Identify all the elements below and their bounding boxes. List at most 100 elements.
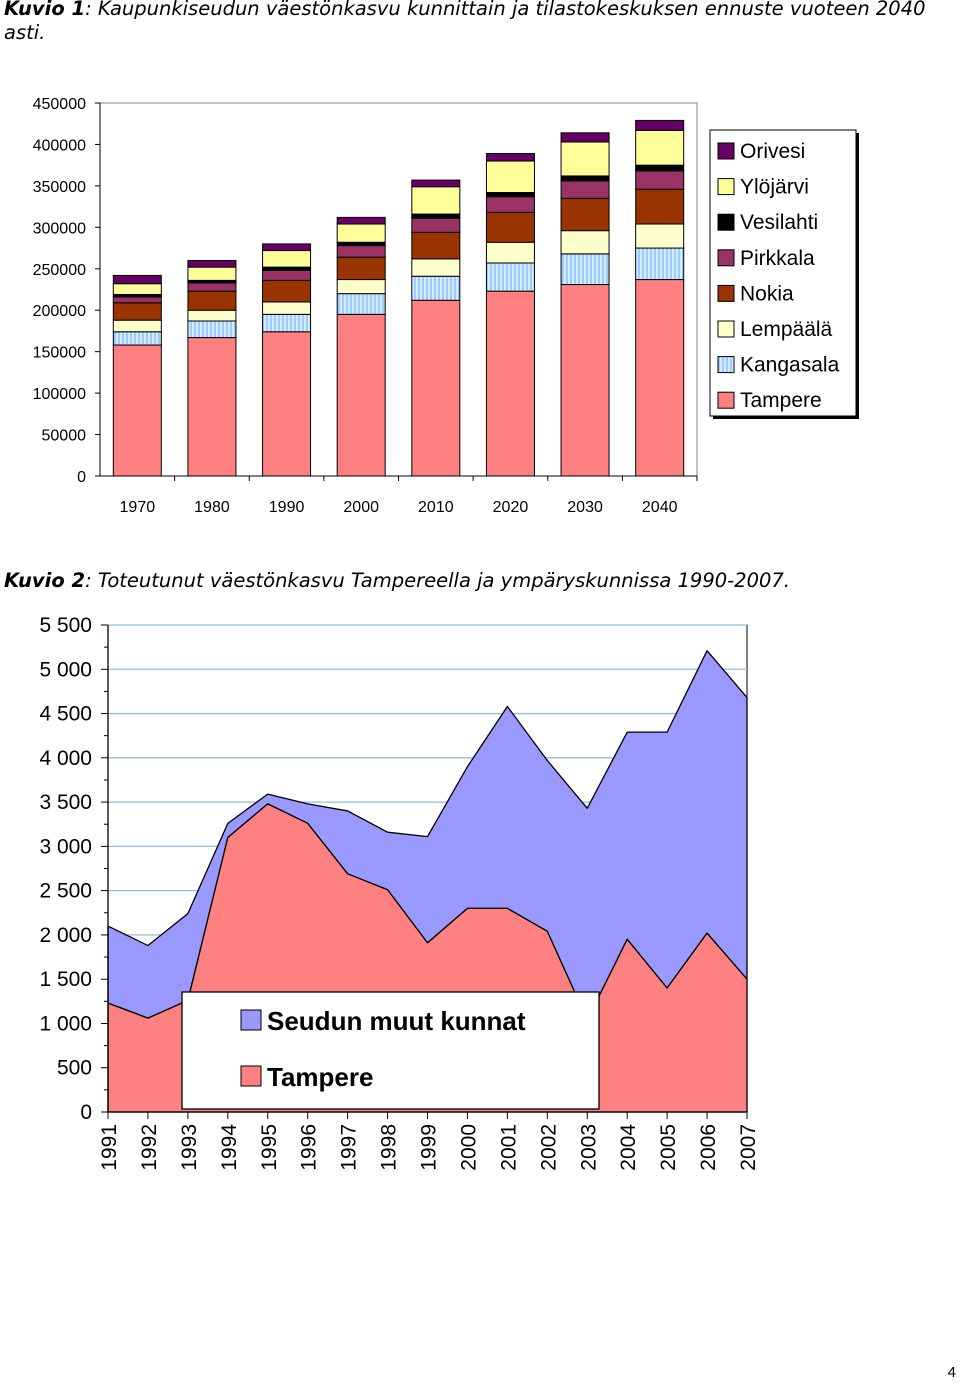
- y-tick-label: 300000: [33, 220, 86, 237]
- legend-label-nokia: Nokia: [740, 282, 794, 305]
- bar-vesilahti-2010: [411, 213, 461, 219]
- bar-lempäälä-2030: [560, 230, 610, 255]
- y-tick-label: 200000: [33, 303, 86, 320]
- stacked-area-chart: 0 500 1 000 1 500 2 000 2 500 3 000 3 500 4 000 4…: [39, 614, 760, 1171]
- y-tick-label: 0: [77, 469, 86, 486]
- bar-nokia-1970: [112, 302, 162, 321]
- bar-orivesi-1970: [112, 274, 162, 285]
- x-tick-label: 2030: [567, 499, 603, 516]
- x-tick-label: 1995: [258, 1124, 281, 1171]
- bar-ylöjärvi-1980: [187, 266, 237, 281]
- y-tick-label: 4 000: [39, 747, 92, 770]
- bar-nokia-2010: [411, 231, 461, 260]
- bar-lempäälä-1990: [262, 301, 312, 315]
- legend-swatch-lempäälä: [717, 320, 735, 338]
- legend-swatch-orivesi: [717, 142, 735, 160]
- bar-kangasala-2000: [336, 293, 386, 315]
- bar-kangasala-2040: [635, 247, 685, 281]
- bar-lempäälä-2040: [635, 223, 685, 249]
- legend-label-vesilahti: Vesilahti: [740, 211, 818, 234]
- bar-pirkkala-2010: [411, 217, 461, 233]
- legend-label-orivesi: Orivesi: [740, 140, 805, 163]
- x-tick-label: 2002: [537, 1124, 560, 1171]
- x-tick-label: 2007: [737, 1124, 760, 1171]
- legend-swatch-kangasala: [717, 356, 735, 374]
- bar-orivesi-2000: [336, 216, 386, 225]
- bar-kangasala-2020: [485, 262, 535, 292]
- bar-pirkkala-2030: [560, 180, 610, 199]
- x-tick-label: 1991: [98, 1124, 121, 1171]
- stacked-bar-chart: 0 50000 100000 150000 200000 250000 300000 3500…: [33, 96, 859, 516]
- x-tick-label: 2000: [457, 1124, 480, 1171]
- bar-nokia-1990: [262, 279, 312, 303]
- bar-ylöjärvi-1970: [112, 283, 162, 295]
- chart2-caption-prefix: Kuvio 2: [4, 569, 86, 592]
- bar-lempäälä-2020: [485, 241, 535, 264]
- y-tick-label: 3 000: [39, 835, 92, 858]
- bar-tampere-2020: [485, 290, 535, 477]
- legend-label-ylöjärvi: Ylöjärvi: [740, 176, 809, 199]
- bar-ylöjärvi-2040: [635, 129, 685, 166]
- x-tick-label: 1990: [269, 499, 305, 516]
- x-tick-label: 2004: [617, 1124, 640, 1171]
- legend-swatch-seudun-muut-kunnat: [240, 1009, 262, 1031]
- chart1-caption: Kuvio 1: Kaupunkiseudun väestönkasvu kun…: [4, 0, 954, 45]
- y-tick-label: 5 000: [39, 658, 92, 681]
- bar-vesilahti-2040: [635, 164, 685, 172]
- chart2-caption-text: : Toteutunut väestönkasvu Tampereella ja…: [85, 569, 790, 592]
- x-tick-label: 2010: [418, 499, 454, 516]
- bar-kangasala-2030: [560, 253, 610, 286]
- chart1-caption-prefix: Kuvio 1: [4, 0, 86, 20]
- bar-pirkkala-2020: [485, 196, 535, 213]
- bar-tampere-1970: [112, 344, 162, 477]
- bar-nokia-1980: [187, 290, 237, 311]
- legend-label-seudun-muut-kunnat: Seudun muut kunnat: [267, 1006, 526, 1036]
- y-tick-label: 2 000: [39, 924, 92, 947]
- x-tick-label: 2040: [642, 499, 678, 516]
- bar-pirkkala-2040: [635, 170, 685, 190]
- bar-kangasala-2010: [411, 275, 461, 301]
- legend-label-tampere: Tampere: [740, 389, 822, 412]
- bar-nokia-2030: [560, 197, 610, 232]
- bar-orivesi-1980: [187, 259, 237, 268]
- bar-pirkkala-2000: [336, 245, 386, 258]
- bar-ylöjärvi-2000: [336, 223, 386, 243]
- x-tick-label: 2000: [343, 499, 379, 516]
- bar-orivesi-2010: [411, 179, 461, 188]
- legend-label-lempäälä: Lempäälä: [740, 318, 833, 341]
- legend-swatch-tampere: [240, 1065, 262, 1087]
- bar-kangasala-1990: [262, 313, 312, 333]
- legend-swatch-nokia: [717, 284, 735, 302]
- bar-tampere-2030: [560, 284, 610, 477]
- x-tick-label: 1992: [138, 1124, 161, 1171]
- bar-pirkkala-1990: [262, 269, 312, 281]
- x-tick-label: 2005: [657, 1124, 680, 1171]
- y-tick-label: 500: [57, 1057, 92, 1080]
- y-tick-label: 450000: [33, 96, 86, 113]
- bar-kangasala-1970: [112, 331, 162, 346]
- legend-swatch-tampere: [717, 391, 735, 409]
- bar-kangasala-1980: [187, 320, 237, 339]
- x-tick-label: 1999: [418, 1124, 441, 1171]
- bar-vesilahti-2020: [485, 192, 535, 198]
- y-tick-label: 3 500: [39, 791, 92, 814]
- x-tick-label: 2020: [493, 499, 529, 516]
- bar-orivesi-2040: [635, 119, 685, 131]
- bar-tampere-1990: [262, 331, 312, 477]
- bar-orivesi-2020: [485, 153, 535, 162]
- x-tick-label: 2003: [577, 1124, 600, 1171]
- y-tick-label: 5 500: [39, 614, 92, 637]
- y-tick-label: 150000: [33, 345, 86, 362]
- x-tick-label: 1994: [218, 1124, 241, 1171]
- x-tick-label: 2006: [697, 1124, 720, 1171]
- x-tick-label: 2001: [497, 1124, 520, 1171]
- legend-label-pirkkala: Pirkkala: [740, 247, 815, 270]
- legend-swatch-pirkkala: [717, 249, 735, 267]
- bar-nokia-2040: [635, 188, 685, 225]
- bar-nokia-2000: [336, 256, 386, 281]
- y-tick-label: 4 500: [39, 703, 92, 726]
- x-tick-label: 1980: [194, 499, 230, 516]
- bar-ylöjärvi-2010: [411, 186, 461, 215]
- bar-pirkkala-1970: [112, 296, 162, 304]
- bar-lempäälä-1970: [112, 319, 162, 333]
